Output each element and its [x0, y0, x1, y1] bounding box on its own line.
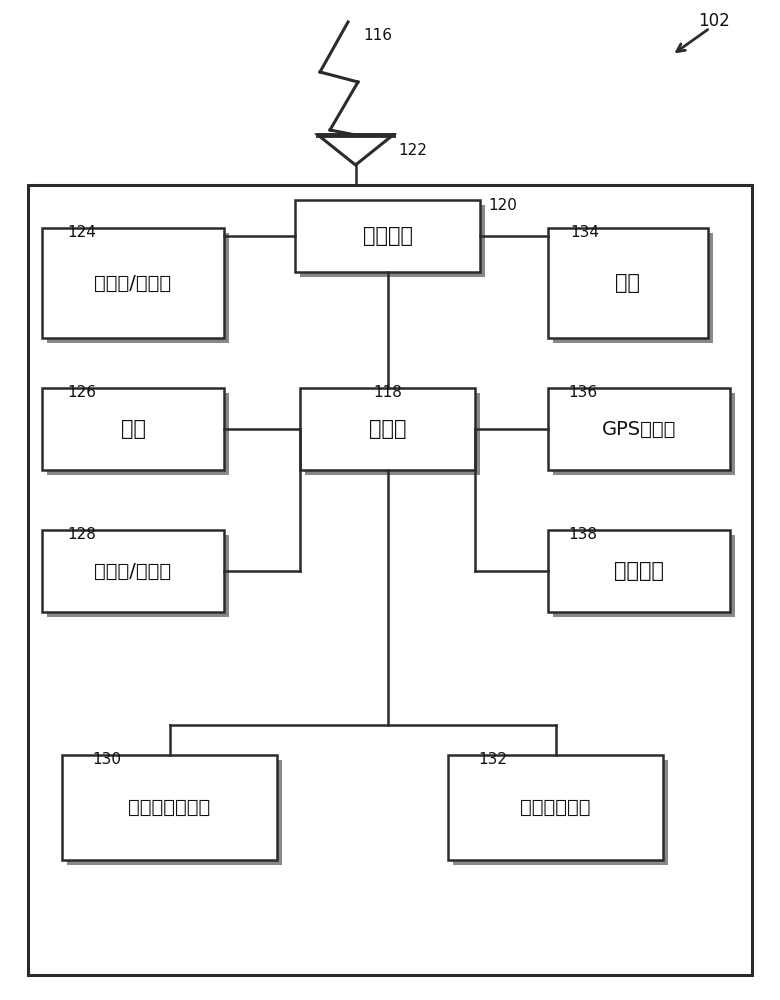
Bar — [553, 233, 713, 343]
Bar — [47, 393, 229, 475]
Text: 116: 116 — [363, 28, 392, 43]
Text: 电源: 电源 — [615, 273, 640, 293]
Bar — [47, 233, 229, 343]
Text: 130: 130 — [92, 752, 121, 767]
Bar — [42, 228, 224, 338]
Text: 收发信机: 收发信机 — [363, 226, 413, 246]
Text: 扬声器/麦克风: 扬声器/麦克风 — [94, 273, 172, 292]
Bar — [553, 535, 735, 617]
Bar — [47, 535, 229, 617]
Bar — [28, 185, 752, 975]
Bar — [548, 530, 730, 612]
Bar — [67, 760, 282, 865]
Bar — [295, 200, 480, 272]
Bar — [305, 393, 480, 475]
Bar — [42, 388, 224, 470]
Text: 不可移动存储器: 不可移动存储器 — [129, 798, 211, 817]
Text: 138: 138 — [568, 527, 597, 542]
Text: 124: 124 — [67, 225, 96, 240]
Bar — [553, 393, 735, 475]
Text: 处理器: 处理器 — [369, 419, 406, 439]
Text: 118: 118 — [374, 385, 402, 400]
Text: 102: 102 — [698, 12, 730, 30]
Bar — [62, 755, 277, 860]
Text: 136: 136 — [568, 385, 597, 400]
Text: GPS芒片组: GPS芒片组 — [602, 420, 676, 438]
Bar — [300, 388, 475, 470]
Text: 键盘: 键盘 — [120, 419, 146, 439]
Text: 显示器/触摸板: 显示器/触摸板 — [94, 562, 172, 580]
Text: 128: 128 — [67, 527, 96, 542]
Bar — [42, 530, 224, 612]
Text: 122: 122 — [398, 143, 427, 158]
Text: 134: 134 — [570, 225, 599, 240]
Bar — [548, 228, 708, 338]
Text: 126: 126 — [67, 385, 96, 400]
Bar — [448, 755, 663, 860]
Bar — [548, 388, 730, 470]
Text: 132: 132 — [478, 752, 507, 767]
Polygon shape — [318, 135, 393, 165]
Text: 外围设备: 外围设备 — [614, 561, 664, 581]
Text: 120: 120 — [488, 198, 517, 213]
Text: 可移动存储器: 可移动存储器 — [520, 798, 590, 817]
Bar — [300, 205, 485, 277]
Bar — [453, 760, 668, 865]
